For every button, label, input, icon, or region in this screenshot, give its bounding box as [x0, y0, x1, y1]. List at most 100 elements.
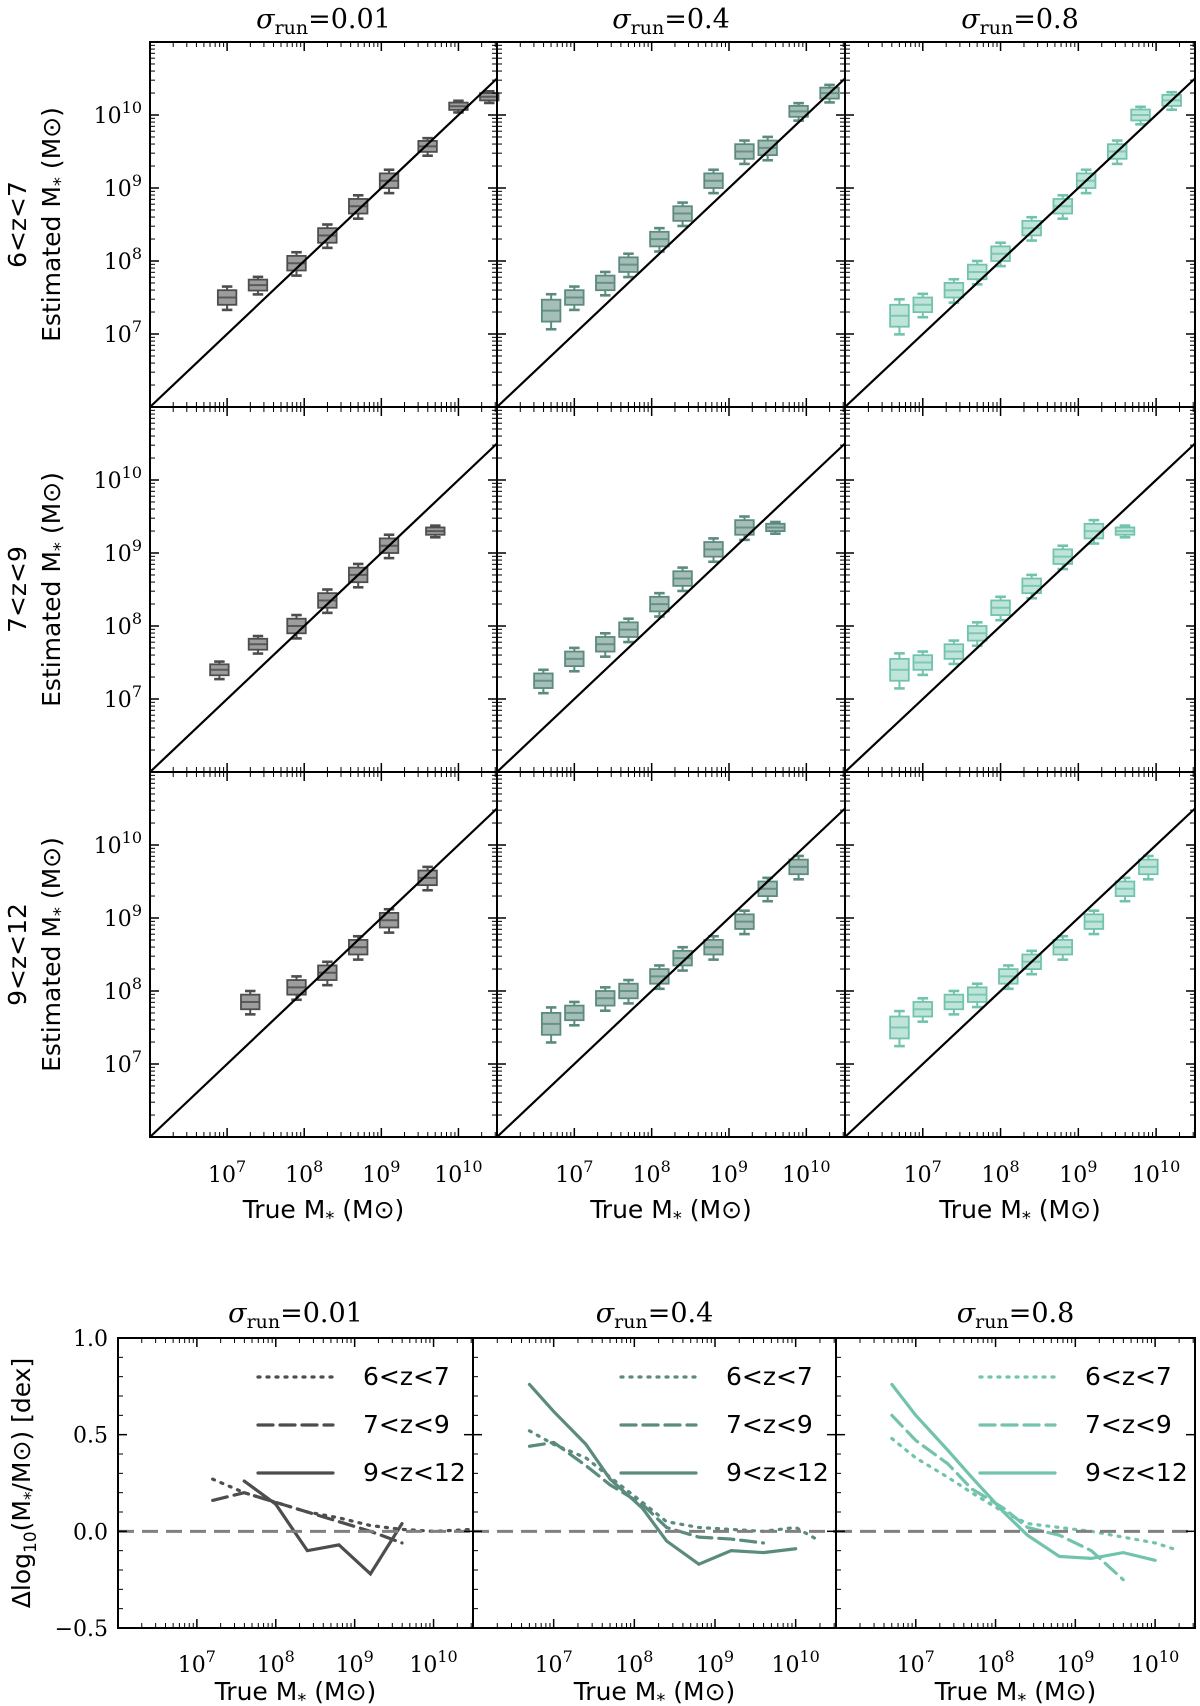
x-tick-label: 107: [535, 1647, 573, 1678]
one-to-one-line: [496, 77, 846, 408]
panel-fill-0-1: [540, 86, 840, 323]
y-tick-label: 1010: [94, 828, 142, 859]
offset-panel-2: [890, 1382, 1181, 1582]
x-tick-label: 109: [336, 1647, 374, 1678]
y-tick-label: 109: [104, 901, 142, 932]
panel-1-0: [210, 524, 445, 681]
column-title: σrun=0.01: [256, 4, 391, 39]
series-line: [211, 1491, 404, 1545]
panel-1-1: [534, 515, 785, 695]
legend-label: 7<z<9: [726, 1410, 813, 1439]
y-axis-label: Estimated M* (M⊙): [37, 107, 71, 342]
legend-label: 6<z<7: [1085, 1362, 1172, 1391]
y-tick-label: 0.0: [73, 1520, 108, 1545]
panel-0-2: [890, 90, 1181, 336]
x-tick-label: 107: [178, 1647, 216, 1678]
offset-y-axis-label: Δlog10(M*/M⊙) [dex]: [7, 1358, 41, 1608]
panel-frame: [496, 406, 846, 773]
offset-panel-0: [211, 1477, 475, 1577]
x-tick-label: 109: [1059, 1157, 1097, 1188]
y-tick-label: 109: [104, 536, 142, 567]
x-tick-label: 108: [257, 1647, 295, 1678]
legend-label: 7<z<9: [363, 1410, 450, 1439]
panel-2-1: [541, 854, 808, 1044]
panel-fill-1-2: [889, 522, 1136, 682]
panel-frame: [844, 771, 1196, 1138]
x-axis-label: True M* (M⊙): [573, 1677, 736, 1706]
x-tick-label: 108: [981, 1157, 1019, 1188]
legend-label: 9<z<12: [363, 1458, 466, 1487]
series-line: [527, 1429, 822, 1543]
x-tick-label: 1010: [782, 1157, 830, 1188]
axes-layer: [117, 41, 1196, 1629]
panel-0-0: [217, 89, 499, 312]
y-tick-label: 108: [104, 609, 142, 640]
legend-label: 7<z<9: [1085, 1410, 1172, 1439]
series-line: [242, 1479, 404, 1577]
column-title: σrun=0.8: [961, 4, 1079, 39]
y-axis-label: Estimated M* (M⊙): [37, 472, 71, 707]
y-tick-label: 107: [104, 682, 142, 713]
panel-frame: [496, 41, 846, 408]
y-tick-label: 1010: [94, 98, 142, 129]
x-axis-label: True M* (M⊙): [214, 1677, 377, 1706]
text-layer: 107 108 109 1010 σrun=0.01 σrun=0.4 σrun=0.8 6<…: [3, 4, 1188, 1706]
x-tick-label: 108: [285, 1157, 323, 1188]
y-tick-label: 108: [104, 244, 142, 275]
x-tick-label: 1010: [1131, 1647, 1179, 1678]
x-tick-label: 1010: [434, 1157, 482, 1188]
column-title: σrun=0.4: [596, 1298, 714, 1333]
offset-panel-1: [527, 1382, 822, 1567]
x-tick-label: 109: [710, 1157, 748, 1188]
one-to-one-line: [844, 77, 1196, 408]
column-title: σrun=0.01: [228, 1298, 363, 1333]
series-line: [527, 1382, 798, 1567]
series-line: [527, 1440, 766, 1545]
y-tick-label: 1.0: [73, 1327, 108, 1352]
panel-fill-0-2: [889, 94, 1182, 328]
one-to-one-line: [496, 442, 846, 773]
y-tick-label: 1010: [94, 463, 142, 494]
x-tick-label: 107: [904, 1157, 942, 1188]
legend-label: 9<z<12: [1085, 1458, 1188, 1487]
one-to-one-line: [844, 442, 1196, 773]
panel-1-2: [890, 518, 1135, 690]
series-line: [890, 1436, 1181, 1553]
column-title: σrun=0.8: [957, 1298, 1075, 1333]
panel-fill-2-2: [889, 858, 1159, 1040]
panel-0-1: [541, 83, 839, 331]
panel-fill-2-0: [240, 869, 438, 1011]
panel-frame: [835, 1337, 1196, 1629]
x-tick-label: 1010: [1132, 1157, 1180, 1188]
panel-fill-0-0: [216, 92, 500, 306]
y-tick-label: −0.5: [55, 1617, 108, 1642]
panel-frame: [149, 771, 498, 1138]
x-tick-label: 108: [615, 1647, 653, 1678]
legend-label: 6<z<7: [726, 1362, 813, 1391]
x-tick-label: 108: [633, 1157, 671, 1188]
x-tick-label: 107: [897, 1647, 935, 1678]
one-to-one-line: [149, 77, 498, 408]
one-to-one-line: [844, 807, 1196, 1138]
x-tick-label: 107: [555, 1157, 593, 1188]
y-tick-label: 107: [104, 1047, 142, 1078]
x-tick-label: 109: [696, 1647, 734, 1678]
panel-frame: [844, 406, 1196, 773]
one-to-one-line: [149, 807, 498, 1138]
row-label: 9<z<12: [3, 903, 32, 1006]
x-axis-label: True M* (M⊙): [934, 1677, 1097, 1706]
row-label: 7<z<9: [3, 546, 32, 633]
legend-label: 9<z<12: [726, 1458, 829, 1487]
one-to-one-line: [149, 442, 498, 773]
y-tick-label: 107: [104, 317, 142, 348]
x-tick-label: 109: [1056, 1647, 1094, 1678]
x-axis-label: True M* (M⊙): [589, 1195, 752, 1229]
y-axis-label: Estimated M* (M⊙): [37, 837, 71, 1072]
x-tick-label: 108: [976, 1647, 1014, 1678]
y-tick-label: 0.5: [73, 1424, 108, 1449]
series-line: [890, 1413, 1125, 1582]
x-tick-label: 1010: [771, 1647, 819, 1678]
x-tick-label: 107: [208, 1157, 246, 1188]
x-tick-label: 1010: [409, 1647, 457, 1678]
